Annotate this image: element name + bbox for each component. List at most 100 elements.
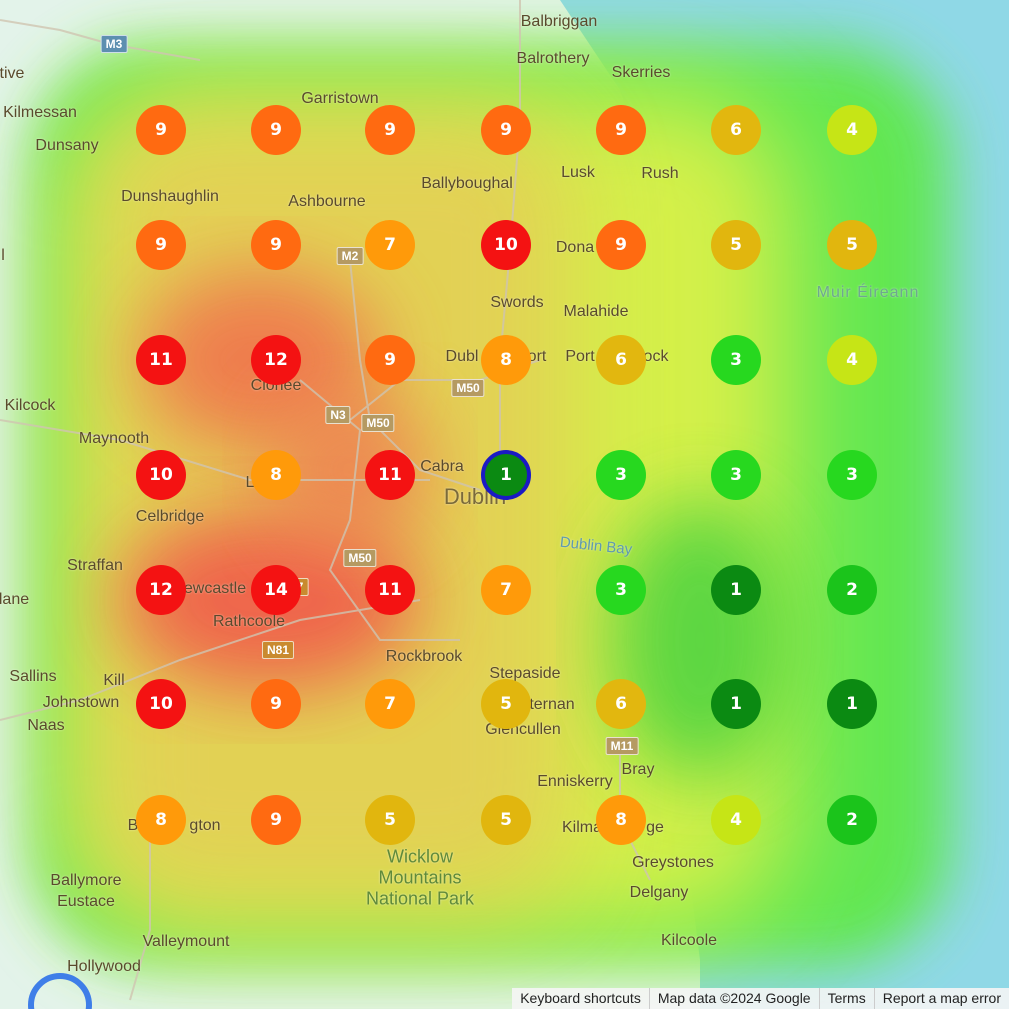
place-label: B [127,817,139,834]
value-marker[interactable]: 7 [365,679,415,729]
place-label: ock [643,348,669,365]
road-shield: M50 [361,414,395,432]
place-label: Wicklow Mountains National Park [365,846,475,909]
place-label: Rockbrook [385,648,463,665]
value-marker[interactable]: 11 [136,335,186,385]
place-label: Malahide [563,303,629,320]
value-marker[interactable]: 9 [136,220,186,270]
place-label: Straffan [67,557,123,574]
value-marker[interactable]: 4 [711,795,761,845]
place-label: Sallins [9,668,57,685]
road-shield: M3 [100,35,128,53]
value-marker[interactable]: 4 [827,335,877,385]
place-label: ewcastle [183,580,247,597]
place-label: gton [189,817,221,834]
value-marker[interactable]: 5 [827,220,877,270]
value-marker[interactable]: 4 [827,105,877,155]
place-label: Naas [27,717,65,734]
value-marker[interactable]: 6 [596,679,646,729]
value-marker[interactable]: 1 [481,450,531,500]
place-label: ternan [529,696,575,713]
value-marker[interactable]: 6 [596,335,646,385]
value-marker[interactable]: 8 [596,795,646,845]
map-data-text: Map data ©2024 Google [648,988,819,1009]
my-location-icon[interactable] [28,973,92,1009]
place-label: Rathcoole [212,613,286,630]
value-marker[interactable]: 3 [711,335,761,385]
map-attribution: Keyboard shortcuts Map data ©2024 Google… [512,988,1009,1009]
value-marker[interactable]: 12 [136,565,186,615]
value-marker[interactable]: 3 [711,450,761,500]
value-marker[interactable]: 7 [365,220,415,270]
place-label: Port [565,348,595,365]
place-label: Greystones [632,854,714,871]
road-shield: M50 [451,379,485,397]
place-label: Ballymore Eustace [50,872,122,910]
road-shield: N81 [261,641,295,659]
value-marker[interactable]: 11 [365,565,415,615]
place-label: Hollywood [67,958,141,975]
place-label: Muir Éireann [816,284,920,301]
value-marker[interactable]: 5 [365,795,415,845]
place-label: Stepaside [489,665,561,682]
value-marker[interactable]: 7 [481,565,531,615]
value-marker[interactable]: 5 [481,679,531,729]
value-marker[interactable]: 9 [251,105,301,155]
report-map-error-link[interactable]: Report a map error [873,988,1009,1009]
place-label: Cabra [420,458,464,475]
road-shield: M2 [336,247,364,265]
place-label: tive [0,65,25,82]
value-marker[interactable]: 2 [827,565,877,615]
place-label: Dunshaughlin [121,188,219,205]
value-marker[interactable]: 3 [596,565,646,615]
place-label: Dubl [445,348,479,365]
value-marker[interactable]: 1 [711,565,761,615]
place-label: Maynooth [78,430,150,447]
place-label: Valleymount [142,933,230,950]
value-marker[interactable]: 9 [481,105,531,155]
place-label: Bray [621,761,655,778]
value-marker[interactable]: 11 [365,450,415,500]
place-label: Skerries [611,64,671,81]
value-marker[interactable]: 9 [251,679,301,729]
value-marker[interactable]: 6 [711,105,761,155]
value-marker[interactable]: 8 [481,335,531,385]
value-marker[interactable]: 10 [136,679,186,729]
value-marker[interactable]: 8 [136,795,186,845]
value-marker[interactable]: 9 [596,220,646,270]
value-marker[interactable]: 10 [481,220,531,270]
value-marker[interactable]: 12 [251,335,301,385]
value-marker[interactable]: 3 [596,450,646,500]
value-marker[interactable]: 1 [827,679,877,729]
terms-link[interactable]: Terms [818,988,874,1009]
place-label: Celbridge [135,508,205,525]
keyboard-shortcuts-link[interactable]: Keyboard shortcuts [520,990,641,1006]
value-marker[interactable]: 5 [711,220,761,270]
place-label: Kilma [561,819,603,836]
value-marker[interactable]: 14 [251,565,301,615]
place-label: Balbriggan [520,13,598,30]
value-marker[interactable]: 9 [596,105,646,155]
value-marker[interactable]: 3 [827,450,877,500]
value-marker[interactable]: 9 [251,795,301,845]
place-label: Kilcock [4,397,56,414]
value-marker[interactable]: 10 [136,450,186,500]
place-label: Lusk [561,164,595,181]
place-label: Delgany [629,884,689,901]
value-marker[interactable]: 9 [136,105,186,155]
place-label: lane [0,591,30,608]
value-marker[interactable]: 2 [827,795,877,845]
value-marker[interactable]: 5 [481,795,531,845]
place-label: Kilcoole [660,932,718,949]
place-label: Dunsany [35,137,99,154]
value-marker[interactable]: 9 [365,105,415,155]
value-marker[interactable]: 9 [251,220,301,270]
value-marker[interactable]: 9 [365,335,415,385]
road-shield: M50 [343,549,377,567]
value-marker[interactable]: 1 [711,679,761,729]
place-label: Kill [103,672,125,689]
value-marker[interactable]: 8 [251,450,301,500]
road-shield: N3 [325,406,351,424]
